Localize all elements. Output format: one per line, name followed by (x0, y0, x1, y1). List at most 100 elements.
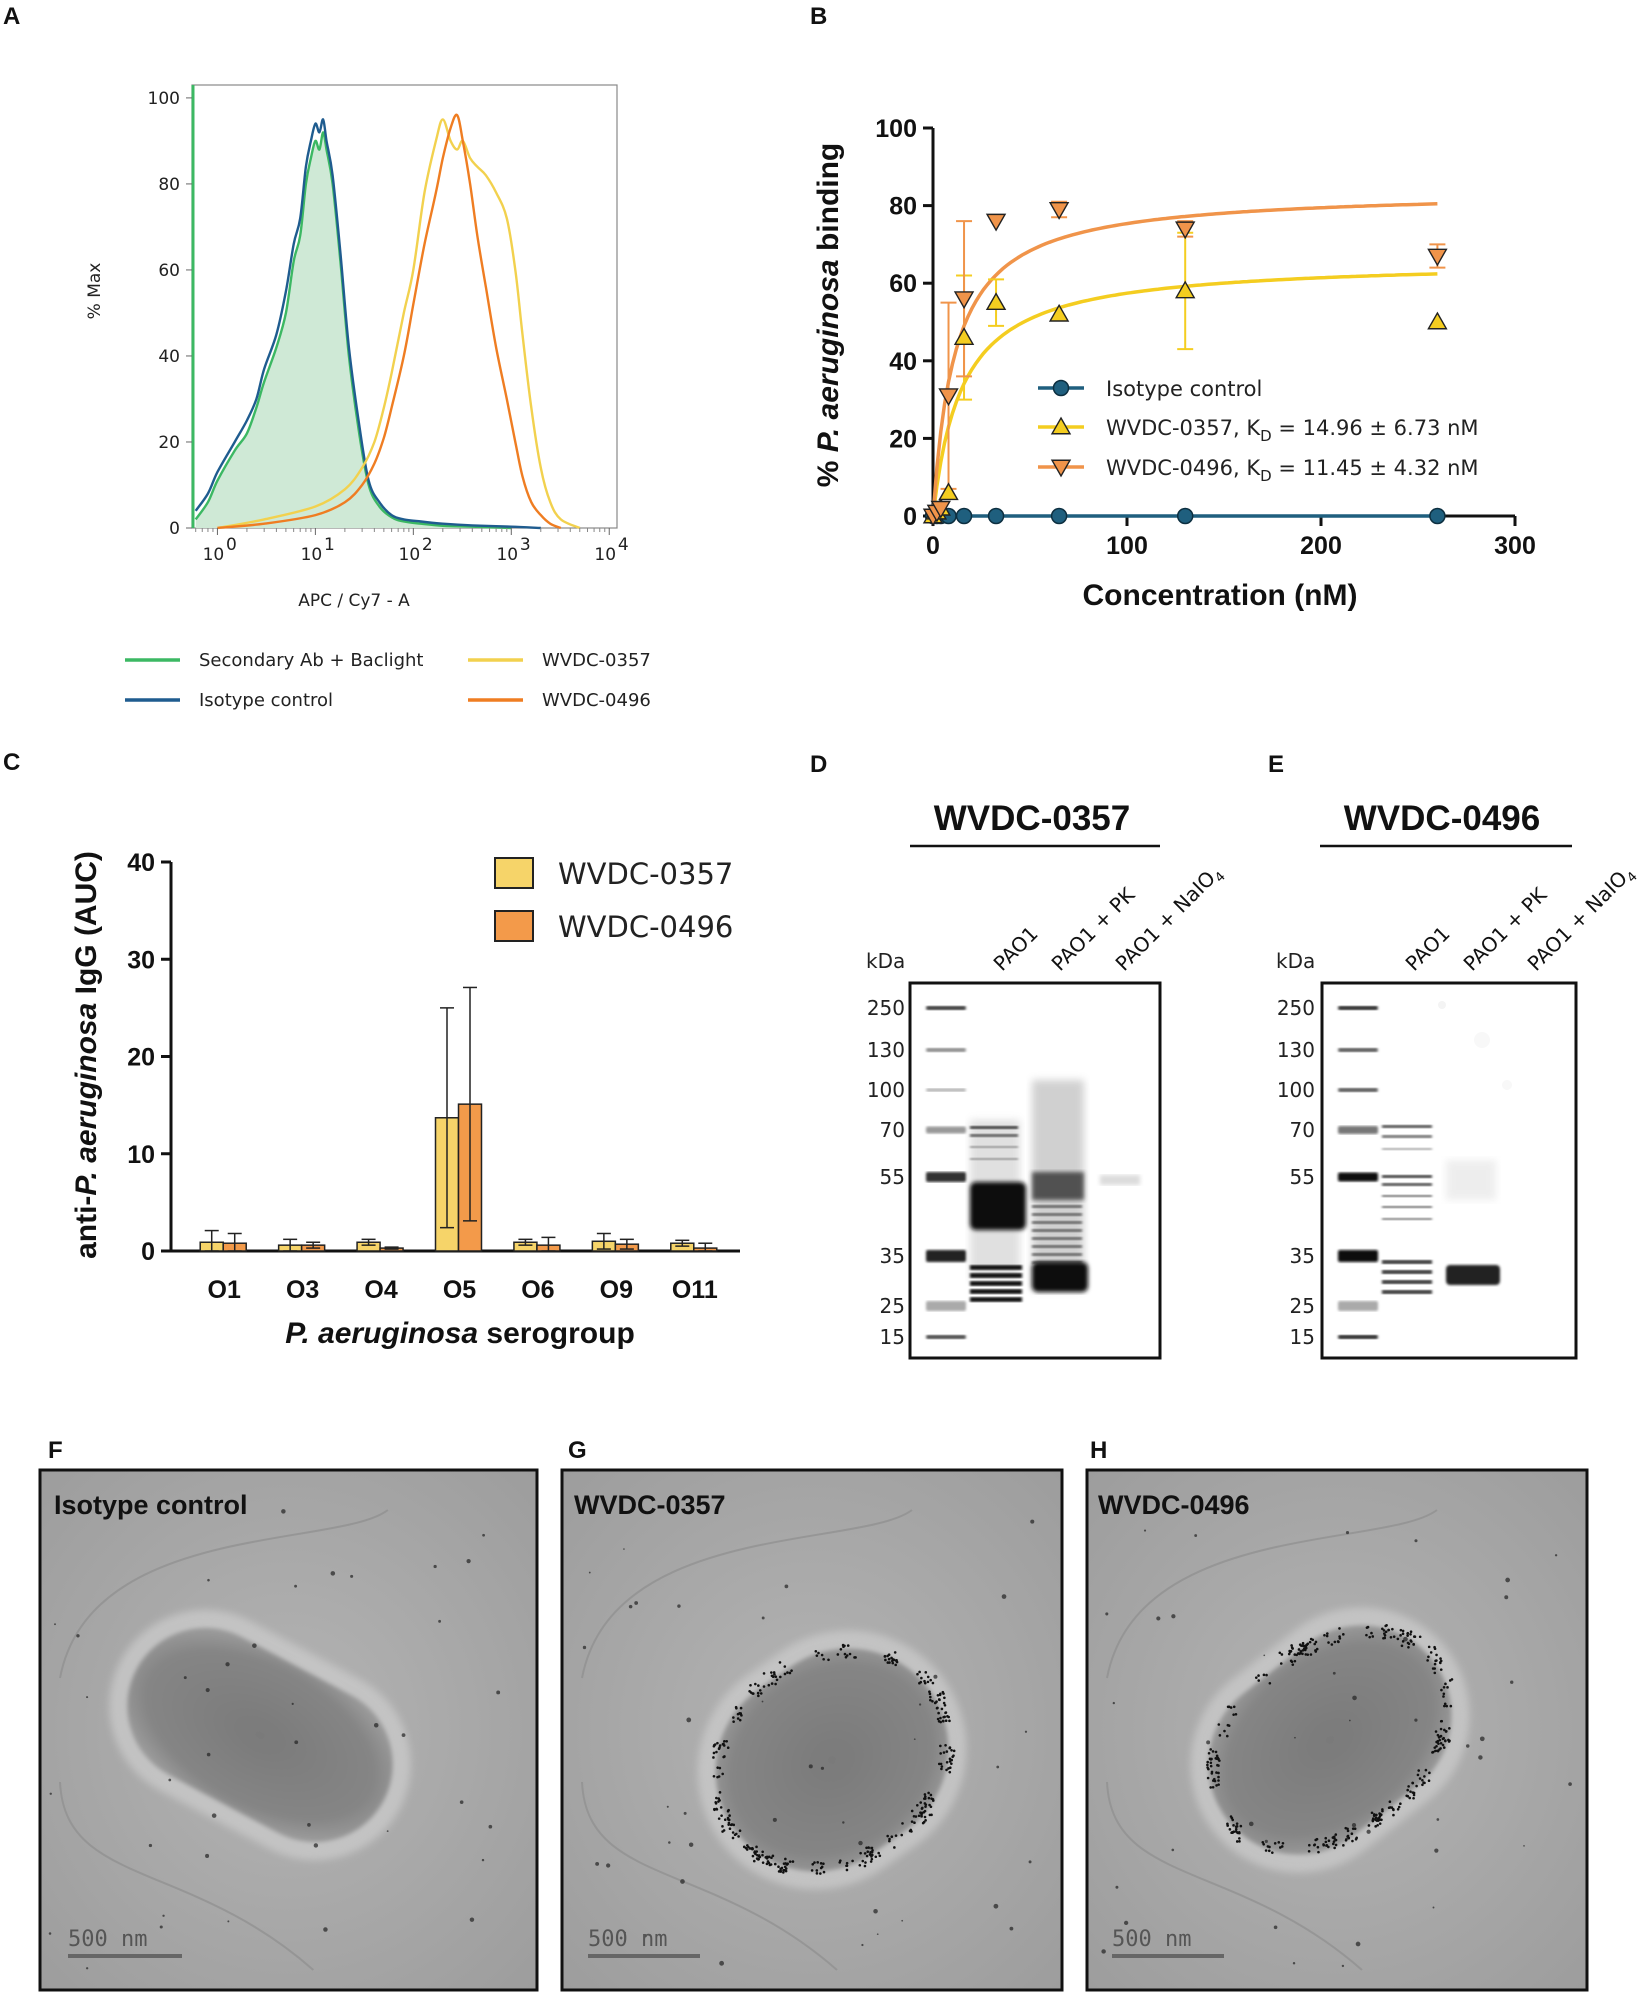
em-gold-particle (888, 1661, 891, 1664)
em-gold-particle (891, 1661, 895, 1665)
em-gold-particle (1406, 1634, 1409, 1637)
em-gold-particle (924, 1805, 927, 1808)
em-gold-particle (1316, 1845, 1320, 1849)
em-gold-particle (1346, 1827, 1349, 1831)
em-gold-particle (721, 1830, 724, 1833)
em-gold-particle (1439, 1668, 1443, 1671)
em-speck (933, 1674, 938, 1679)
a-x-tick-label-3: 10 (496, 545, 518, 565)
em-gold-particle (1301, 1649, 1305, 1652)
em-gold-particle (1291, 1647, 1294, 1650)
em-gold-particle (738, 1718, 742, 1722)
em-speck (1001, 1594, 1007, 1599)
em-gold-particle (751, 1847, 754, 1851)
em-gold-particle (1389, 1635, 1393, 1639)
c-y-tick-label-0: 0 (141, 1238, 155, 1266)
blot-d-title: WVDC-0357 (934, 799, 1130, 838)
em-gold-particle (923, 1681, 927, 1685)
blot-lane1-band-3 (970, 1158, 1018, 1160)
em-speck (1332, 1671, 1336, 1675)
em-gold-particle (1411, 1791, 1415, 1794)
b-legend-marker-1 (1050, 416, 1072, 435)
em-speck (313, 1843, 319, 1848)
em-gold-particle (942, 1751, 946, 1754)
em-speck (918, 1703, 922, 1706)
em-speck (623, 1931, 626, 1934)
blot-lane2-ladder-band (1032, 1221, 1082, 1224)
em-speck (162, 1914, 165, 1917)
blot-marker-label-0: 250 (1277, 996, 1315, 1020)
em-gold-particle (1308, 1640, 1312, 1644)
em-gold-particle (1433, 1671, 1437, 1675)
panel-e-letter: E (1268, 751, 1284, 778)
em-cell-body (715, 1648, 949, 1872)
em-gold-particle (1309, 1653, 1313, 1656)
a-x-tick-exponent-3: 3 (520, 535, 531, 555)
em-gold-particle (1412, 1793, 1416, 1797)
em-gold-particle (815, 1872, 819, 1875)
em-gold-particle (945, 1768, 948, 1772)
em-gold-particle (923, 1797, 926, 1800)
em-gold-particle (732, 1823, 736, 1827)
b-point-2-5 (985, 213, 1007, 232)
b-legend-value: = 14.96 ± 6.73 nM (1272, 416, 1479, 440)
blot-marker-label-2: 100 (1277, 1078, 1315, 1102)
em-gold-particle (942, 1701, 946, 1705)
em-gold-particle (1217, 1771, 1220, 1775)
em-gold-particle (1231, 1818, 1235, 1822)
em-gold-particle (1384, 1630, 1388, 1634)
em-gold-particle (723, 1739, 726, 1743)
em-gold-particle (901, 1822, 904, 1825)
b-legend-text: Isotype control (1106, 377, 1262, 401)
em-gold-particle (777, 1865, 780, 1868)
em-gold-particle (1333, 1640, 1337, 1644)
em-speck (1432, 1906, 1435, 1909)
em-gold-particle (1342, 1633, 1345, 1636)
a-y-tick-label-3: 60 (158, 261, 180, 281)
blot-marker-label-1: 130 (1277, 1038, 1315, 1062)
a-x-tick-label-1: 10 (301, 545, 323, 565)
em-gold-particle (1418, 1777, 1422, 1780)
em-gold-particle (767, 1683, 771, 1687)
em-speck (1123, 1920, 1129, 1925)
em-speck (993, 1903, 999, 1909)
blot-ladder-band-6 (1338, 1301, 1378, 1311)
em-speck (873, 1908, 878, 1914)
em-gold-particle (1271, 1851, 1274, 1854)
em-speck (1024, 1730, 1028, 1733)
b-legend-text: WVDC-0496, K (1106, 456, 1261, 480)
em-gold-particle (1304, 1653, 1308, 1656)
em-speck (1263, 1654, 1266, 1657)
blot-lane1-low-band-2 (1382, 1280, 1432, 1284)
em-speck (1505, 1577, 1511, 1583)
em-gold-particle (1382, 1629, 1386, 1632)
em-gold-particle (919, 1680, 923, 1684)
em-gold-particle (1409, 1790, 1412, 1793)
panel-c-x-label: P. aeruginosa serogroup (285, 1317, 635, 1350)
em-gold-particle (819, 1866, 823, 1870)
em-gold-particle (732, 1716, 735, 1719)
em-gold-particle (1391, 1807, 1395, 1811)
c-x-tick-label-6: O11 (672, 1276, 718, 1304)
em-speck (1479, 1736, 1485, 1742)
panel-c-legend: WVDC-0357 WVDC-0496 (494, 857, 733, 944)
em-speck (761, 1700, 764, 1703)
b-point-2-4 (953, 291, 975, 310)
blot-e-marker-labels: 250 130 100 70 55 35 25 15 (1277, 996, 1315, 1349)
b-y-tick-label-0: 0 (903, 503, 917, 531)
em-gold-particle (894, 1834, 898, 1837)
em-gold-particle (858, 1863, 862, 1867)
em-gold-particle (1409, 1639, 1413, 1642)
blot-lane1-band-0 (970, 1126, 1018, 1129)
em-gold-particle (748, 1689, 751, 1693)
em-gold-particle (717, 1775, 721, 1778)
em-gold-particle (1257, 1679, 1261, 1682)
b-legend-marker-0 (1052, 379, 1070, 397)
em-gold-particle (942, 1719, 945, 1723)
em-gold-particle (714, 1802, 718, 1805)
em-gold-particle (736, 1712, 740, 1716)
c-x-tick-label-3: O5 (443, 1276, 476, 1304)
blot-marker-label-2: 100 (867, 1078, 905, 1102)
em-gold-particle (1210, 1757, 1213, 1761)
